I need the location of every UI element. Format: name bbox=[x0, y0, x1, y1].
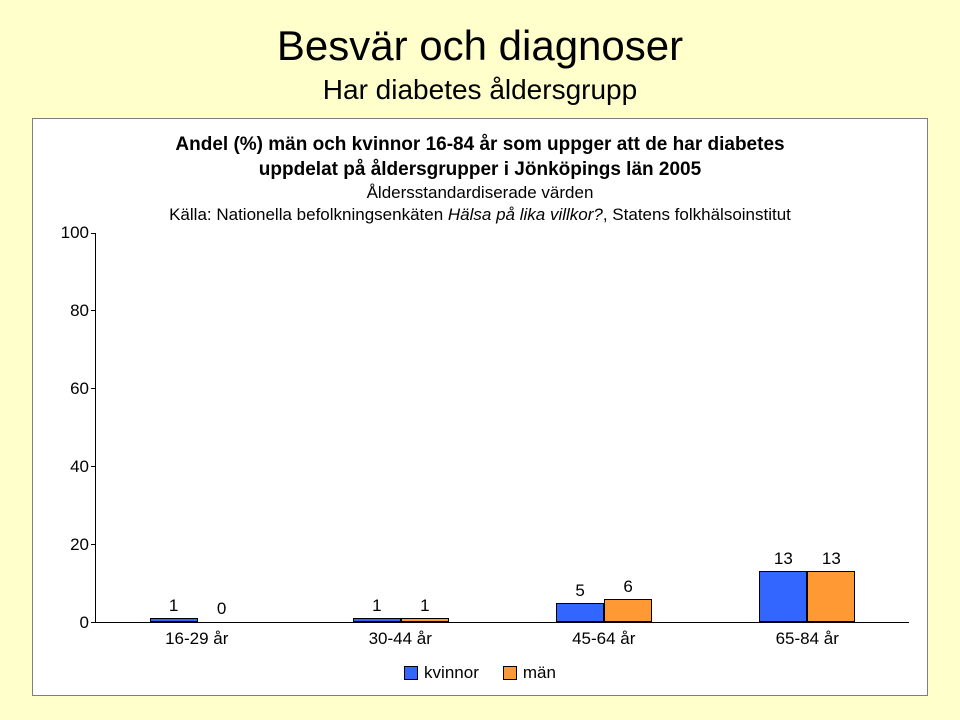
bar: 5 bbox=[556, 603, 604, 622]
chart-header: Andel (%) män och kvinnor 16-84 år som u… bbox=[51, 133, 909, 227]
legend-swatch bbox=[404, 666, 418, 680]
chart-source: Källa: Nationella befolkningsenkäten Häl… bbox=[51, 204, 909, 226]
y-tick bbox=[91, 622, 96, 623]
y-tick bbox=[91, 466, 96, 467]
bar: 1 bbox=[353, 618, 401, 622]
bar-pair: 56 bbox=[556, 233, 652, 622]
plot: 1011561313 bbox=[95, 233, 909, 623]
y-tick-label: 40 bbox=[70, 457, 89, 477]
bar: 1 bbox=[401, 618, 449, 622]
legend-label: kvinnor bbox=[424, 663, 479, 683]
bar-value-label: 1 bbox=[169, 596, 178, 619]
bar-value-label: 6 bbox=[623, 577, 632, 600]
legend-item: män bbox=[503, 663, 556, 683]
bar-pair: 1313 bbox=[759, 233, 855, 622]
bar: 6 bbox=[604, 599, 652, 622]
bar-groups: 1011561313 bbox=[96, 233, 909, 622]
bar-value-label: 13 bbox=[774, 549, 793, 572]
y-tick bbox=[91, 544, 96, 545]
bar-pair: 11 bbox=[353, 233, 449, 622]
slide: Besvär och diagnoser Har diabetes ålders… bbox=[0, 0, 960, 720]
bar-group: 10 bbox=[96, 233, 299, 622]
bar-group: 56 bbox=[503, 233, 706, 622]
bar: 13 bbox=[807, 571, 855, 622]
bar-pair: 10 bbox=[150, 233, 246, 622]
chart-title-line1: Andel (%) män och kvinnor 16-84 år som u… bbox=[51, 133, 909, 158]
bar-value-label: 5 bbox=[575, 581, 584, 604]
page-title: Besvär och diagnoser bbox=[32, 22, 928, 70]
y-tick bbox=[91, 310, 96, 311]
y-tick bbox=[91, 388, 96, 389]
bar-value-label: 1 bbox=[372, 596, 381, 619]
chart-container: Andel (%) män och kvinnor 16-84 år som u… bbox=[32, 118, 928, 696]
x-tick-label: 30-44 år bbox=[299, 629, 503, 649]
bar-value-label: 0 bbox=[217, 599, 226, 622]
chart-subtitle: Åldersstandardiserade värden bbox=[51, 182, 909, 204]
x-tick-label: 45-64 år bbox=[502, 629, 706, 649]
page-subtitle: Har diabetes åldersgrupp bbox=[32, 74, 928, 106]
x-tick-label: 65-84 år bbox=[706, 629, 910, 649]
chart-source-prefix: Källa: Nationella befolkningsenkäten bbox=[169, 205, 448, 224]
bar-value-label: 13 bbox=[822, 549, 841, 572]
chart-source-italic: Hälsa på lika villkor? bbox=[448, 205, 603, 224]
x-axis-labels: 16-29 år30-44 år45-64 år65-84 år bbox=[95, 629, 909, 649]
y-tick-label: 60 bbox=[70, 379, 89, 399]
bar: 13 bbox=[759, 571, 807, 622]
chart-source-suffix: , Statens folkhälsoinstitut bbox=[603, 205, 791, 224]
bar-group: 1313 bbox=[706, 233, 909, 622]
y-tick bbox=[91, 233, 96, 234]
chart-title-line2: uppdelat på åldersgrupper i Jönköpings l… bbox=[51, 158, 909, 183]
bar-value-label: 1 bbox=[420, 596, 429, 619]
legend-label: män bbox=[523, 663, 556, 683]
legend-item: kvinnor bbox=[404, 663, 479, 683]
bar: 1 bbox=[150, 618, 198, 622]
y-axis: 020406080100 bbox=[51, 233, 95, 623]
plot-area: 020406080100 1011561313 bbox=[51, 233, 909, 623]
x-tick-label: 16-29 år bbox=[95, 629, 299, 649]
bar-group: 11 bbox=[299, 233, 502, 622]
legend: kvinnor män bbox=[51, 663, 909, 683]
y-tick-label: 0 bbox=[80, 613, 89, 633]
y-tick-label: 20 bbox=[70, 535, 89, 555]
legend-swatch bbox=[503, 666, 517, 680]
y-tick-label: 80 bbox=[70, 301, 89, 321]
y-tick-label: 100 bbox=[61, 223, 89, 243]
